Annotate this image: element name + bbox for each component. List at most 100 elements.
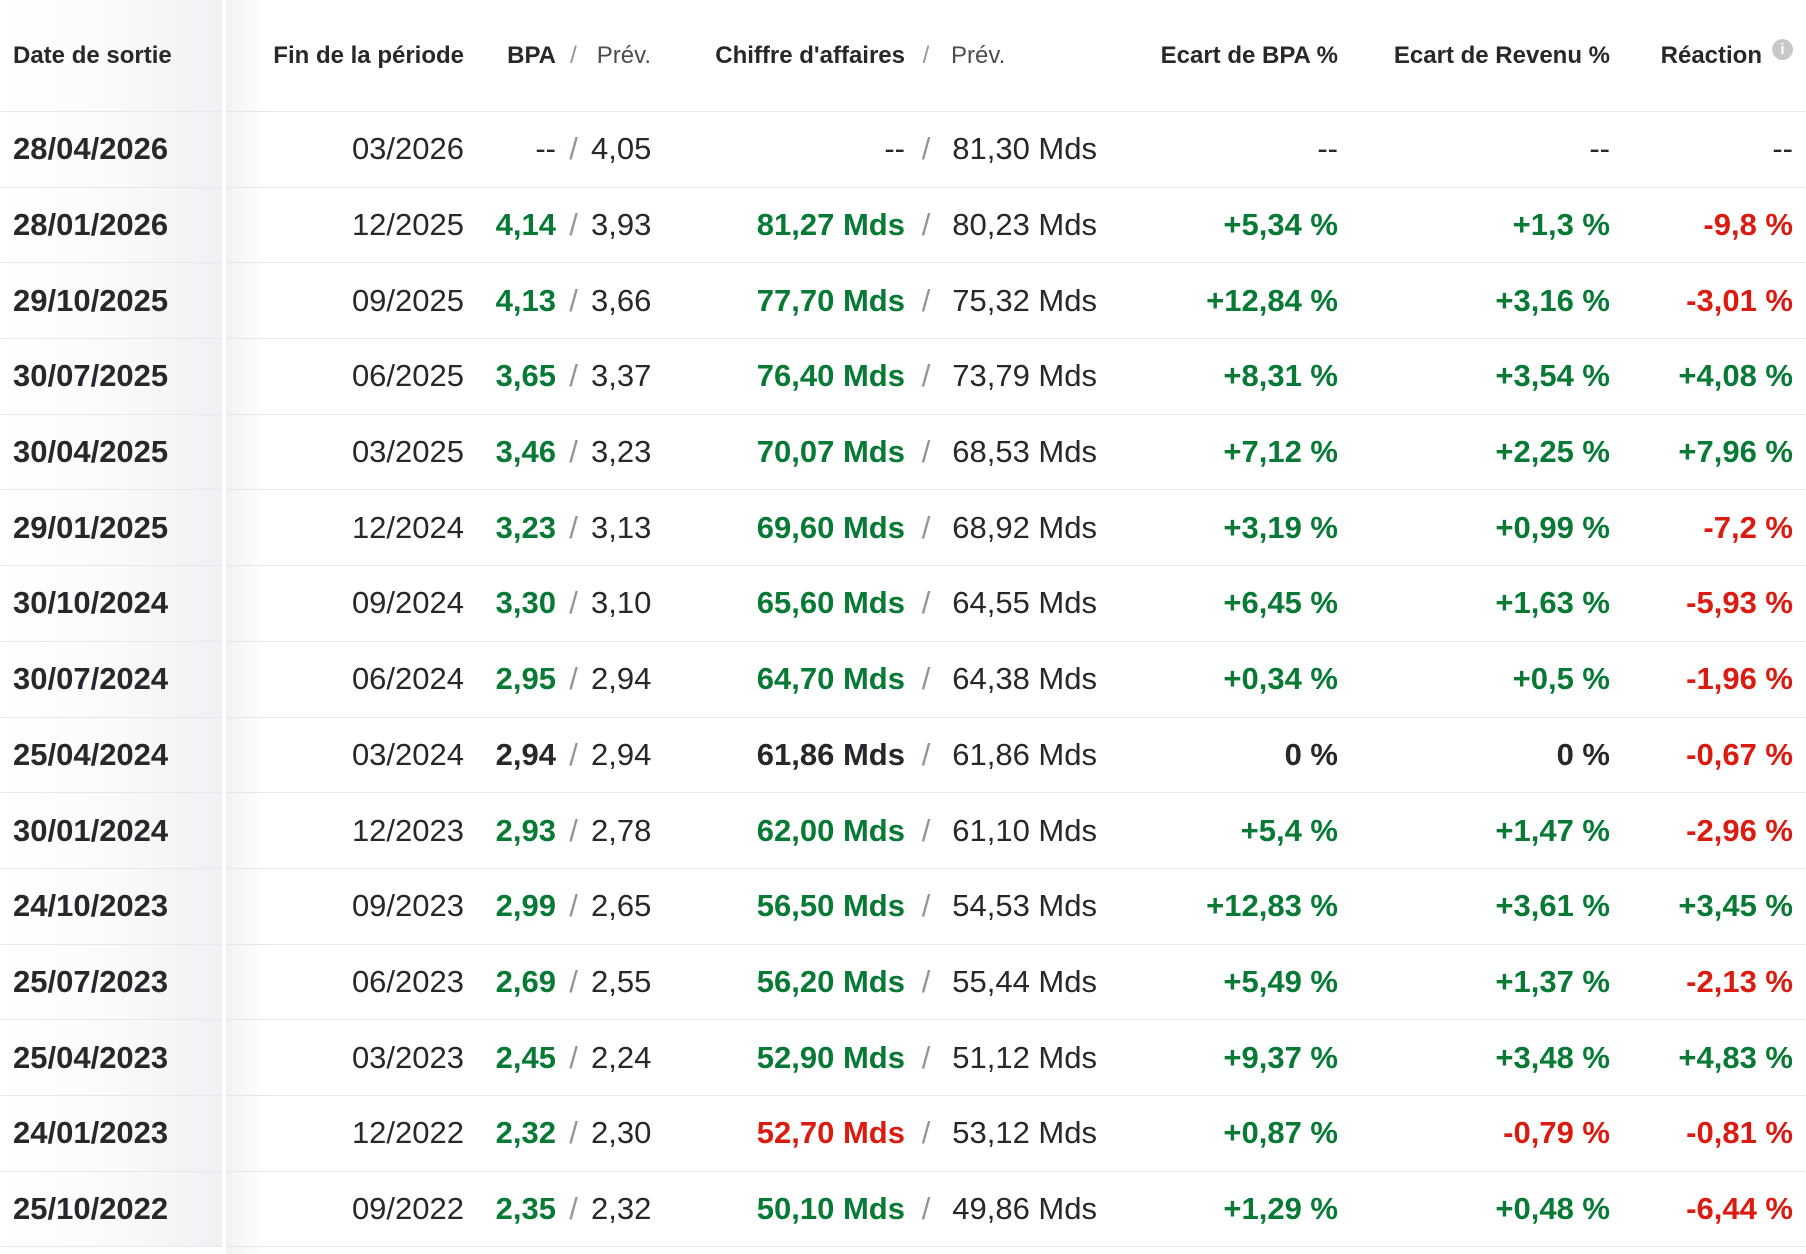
revenue-surprise: -0,79 % — [1503, 1115, 1610, 1151]
revenue-surprise: +3,61 % — [1495, 888, 1610, 924]
revenue-cell: 70,07 Mds / 68,53 Mds — [651, 434, 1097, 470]
eps-cell: 3,23 / 3,13 — [464, 509, 652, 546]
revenue-surprise: +2,25 % — [1495, 434, 1610, 470]
period-end: 06/2023 — [351, 963, 464, 999]
revenue-actual: 77,70 Mds — [756, 282, 905, 318]
revenue-cell: 56,50 Mds / 54,53 Mds — [651, 888, 1097, 924]
revenue-forecast: 61,10 Mds — [952, 812, 1097, 848]
reaction-value: +4,08 % — [1678, 358, 1793, 394]
release-date: 30/07/2025 — [0, 339, 222, 414]
eps-forecast: 3,10 — [591, 585, 652, 621]
revenue-actual: 50,10 Mds — [756, 1190, 905, 1226]
eps-cell: 2,45 / 2,24 — [464, 1040, 652, 1076]
period-end: 03/2025 — [351, 434, 464, 470]
eps-forecast: 3,13 — [591, 509, 652, 545]
eps-actual: 2,94 — [495, 736, 556, 772]
slash-separator: / — [921, 585, 931, 621]
revenue-actual: 64,70 Mds — [756, 661, 905, 697]
table-row: 24/01/2023 12/2022 2,32 / 2,30 52,70 Mds… — [0, 1095, 1806, 1172]
release-date: 30/01/2024 — [0, 793, 222, 868]
reaction-value: +7,96 % — [1678, 434, 1793, 470]
revenue-cell: 64,70 Mds / 64,38 Mds — [651, 661, 1097, 697]
revenue-forecast: 68,92 Mds — [952, 509, 1097, 545]
eps-cell: 3,46 / 3,23 — [464, 434, 652, 470]
col-header-period-end: Fin de la période — [273, 41, 464, 69]
revenue-forecast: 68,53 Mds — [952, 434, 1097, 470]
revenue-forecast: 61,86 Mds — [952, 736, 1097, 772]
release-date: 24/01/2023 — [0, 1095, 222, 1171]
eps-forecast: 2,55 — [591, 963, 652, 999]
revenue-surprise: +0,99 % — [1495, 509, 1610, 545]
eps-cell: 2,93 / 2,78 — [464, 812, 652, 849]
revenue-actual: 69,60 Mds — [756, 509, 905, 545]
eps-actual: 2,95 — [495, 661, 556, 697]
eps-actual: 2,32 — [495, 1115, 556, 1151]
revenue-cell: 56,20 Mds / 55,44 Mds — [651, 964, 1097, 1000]
reaction-value: -9,8 % — [1703, 207, 1793, 243]
release-date: 25/04/2023 — [0, 1020, 222, 1095]
eps-cell: 2,99 / 2,65 — [464, 888, 652, 924]
slash-separator: / — [921, 1039, 931, 1075]
eps-actual: 2,93 — [495, 812, 556, 848]
eps-surprise: +12,84 % — [1206, 282, 1338, 318]
eps-surprise: +1,29 % — [1223, 1190, 1338, 1226]
eps-forecast: 3,66 — [591, 282, 652, 318]
revenue-actual: -- — [884, 131, 905, 167]
revenue-forecast: 55,44 Mds — [952, 963, 1097, 999]
eps-actual: 2,69 — [495, 963, 556, 999]
reaction-value: -0,67 % — [1686, 736, 1793, 772]
eps-actual: 4,13 — [495, 282, 556, 318]
eps-cell: 2,69 / 2,55 — [464, 963, 652, 1000]
eps-cell: 2,95 / 2,94 — [464, 661, 652, 697]
revenue-actual: 56,20 Mds — [756, 963, 905, 999]
revenue-cell: 52,70 Mds / 53,12 Mds — [651, 1115, 1097, 1151]
col-header-eps-forecast-label: Prév. — [596, 41, 651, 69]
release-date: 25/10/2022 — [0, 1171, 222, 1247]
slash-separator: / — [921, 282, 931, 318]
table-row: 25/07/2023 06/2023 2,69 / 2,55 56,20 Mds… — [0, 944, 1806, 1021]
eps-forecast: 3,23 — [591, 434, 652, 470]
revenue-forecast: 64,55 Mds — [952, 585, 1097, 621]
eps-cell: 3,30 / 3,10 — [464, 585, 652, 621]
table-row: 25/10/2022 09/2022 2,35 / 2,32 50,10 Mds… — [0, 1171, 1806, 1248]
revenue-cell: 52,90 Mds / 51,12 Mds — [651, 1040, 1097, 1076]
col-header-revenue-label: Chiffre d'affaires — [715, 41, 905, 69]
eps-surprise: +12,83 % — [1206, 888, 1338, 924]
revenue-forecast: 75,32 Mds — [952, 282, 1097, 318]
eps-forecast: 4,05 — [591, 131, 652, 167]
slash-separator: / — [921, 736, 931, 772]
slash-separator: / — [921, 1115, 931, 1151]
eps-cell: 2,35 / 2,32 — [464, 1191, 652, 1227]
info-icon[interactable]: i — [1772, 38, 1793, 60]
col-header-reaction: Réaction i — [1610, 38, 1793, 70]
table-row: 30/07/2025 06/2025 3,65 / 3,37 76,40 Mds… — [0, 339, 1806, 415]
reaction-value: -7,2 % — [1703, 509, 1793, 545]
eps-surprise: 0 % — [1284, 736, 1338, 772]
eps-surprise: +3,19 % — [1223, 509, 1338, 545]
reaction-value: -0,81 % — [1686, 1115, 1793, 1151]
revenue-cell: 50,10 Mds / 49,86 Mds — [651, 1191, 1097, 1227]
eps-actual: 3,46 — [495, 434, 556, 470]
revenue-cell: 61,86 Mds / 61,86 Mds — [651, 737, 1097, 773]
table-row: 30/07/2024 06/2024 2,95 / 2,94 64,70 Mds… — [0, 641, 1806, 718]
release-date: 29/10/2025 — [0, 263, 222, 339]
revenue-surprise: +0,48 % — [1495, 1190, 1610, 1226]
revenue-cell: 76,40 Mds / 73,79 Mds — [651, 358, 1097, 394]
revenue-cell: 62,00 Mds / 61,10 Mds — [651, 813, 1097, 849]
revenue-actual: 70,07 Mds — [756, 434, 905, 470]
revenue-cell: 81,27 Mds / 80,23 Mds — [651, 207, 1097, 243]
eps-surprise: +0,34 % — [1223, 661, 1338, 697]
revenue-forecast: 51,12 Mds — [952, 1039, 1097, 1075]
eps-actual: 4,14 — [495, 207, 556, 243]
slash-separator: / — [921, 888, 931, 924]
table-body: 28/04/2026 03/2026 -- / 4,05 -- / 81,30 … — [0, 112, 1806, 1248]
revenue-forecast: 54,53 Mds — [952, 888, 1097, 924]
reaction-value: +3,45 % — [1678, 888, 1793, 924]
period-end: 12/2023 — [351, 812, 464, 848]
revenue-forecast: 49,86 Mds — [952, 1190, 1097, 1226]
table-row: 25/04/2024 03/2024 2,94 / 2,94 61,86 Mds… — [0, 717, 1806, 794]
col-header-revenue: Chiffre d'affaires / Prév. — [651, 42, 1097, 70]
slash-separator: / — [921, 358, 931, 394]
revenue-actual: 61,86 Mds — [756, 736, 905, 772]
